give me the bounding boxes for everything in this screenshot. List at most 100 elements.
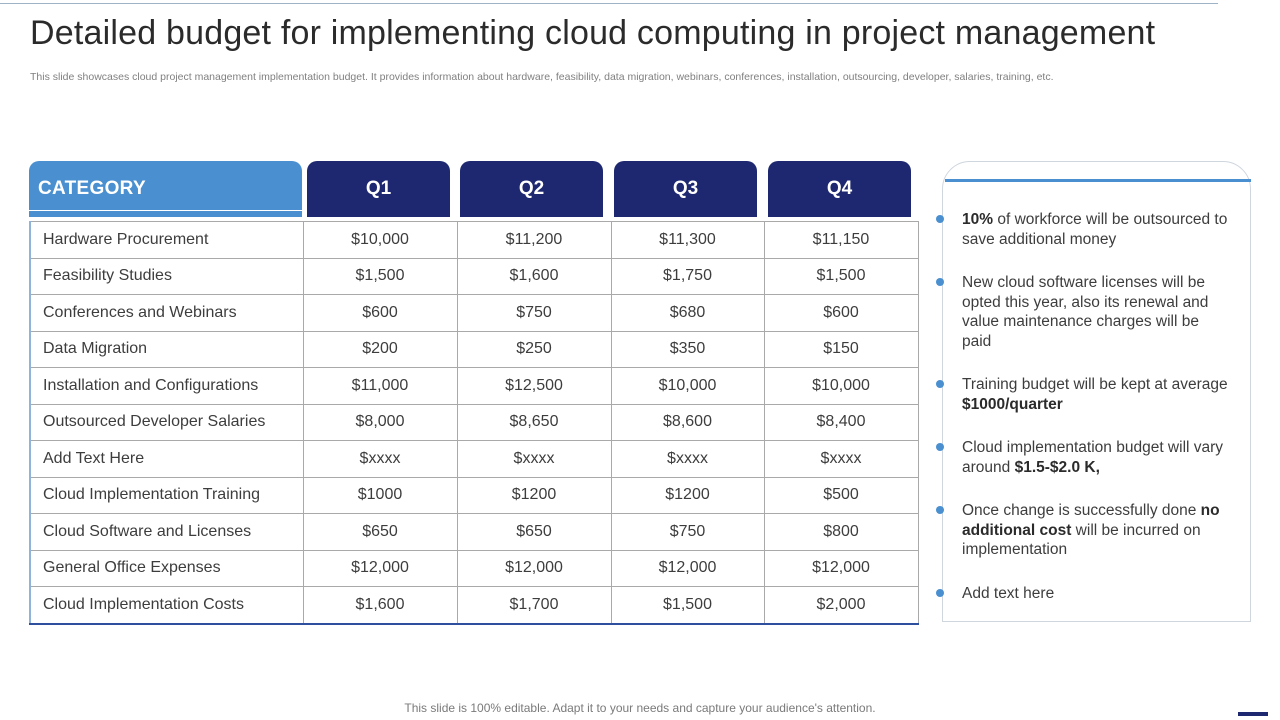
cell-q2: $xxxx bbox=[456, 440, 612, 478]
cell-q3: $xxxx bbox=[610, 440, 765, 478]
note-text-post: of workforce will be outsourced to save … bbox=[962, 211, 1228, 248]
cell-q1: $12,000 bbox=[302, 549, 458, 587]
cell-q3: $750 bbox=[610, 513, 765, 551]
corner-accent-bar bbox=[1238, 712, 1268, 716]
cell-q3: $1200 bbox=[610, 476, 765, 514]
notes-accent-bar bbox=[945, 179, 1251, 182]
note-item: 10% of workforce will be outsourced to s… bbox=[936, 210, 1232, 249]
note-item: New cloud software licenses will be opte… bbox=[936, 273, 1232, 351]
cell-q2: $1,600 bbox=[456, 257, 612, 295]
note-text-pre: Training budget will be kept at average bbox=[962, 376, 1228, 393]
note-item: Once change is successfully done no addi… bbox=[936, 501, 1232, 560]
cell-q4: $600 bbox=[763, 294, 919, 332]
cell-q2: $650 bbox=[456, 513, 612, 551]
notes-panel bbox=[942, 161, 1251, 622]
cell-q4: $10,000 bbox=[763, 367, 919, 405]
cell-q2: $1200 bbox=[456, 476, 612, 514]
bullet-dot-icon bbox=[936, 506, 944, 514]
cell-category: Data Migration bbox=[29, 330, 304, 368]
cell-q2: $1,700 bbox=[456, 586, 612, 624]
table-row: Cloud Implementation Training $1000 $1200 $… bbox=[29, 476, 919, 514]
cell-q1: $10,000 bbox=[302, 221, 458, 259]
cell-q1: $1000 bbox=[302, 476, 458, 514]
note-text-bold: no additional cost bbox=[962, 502, 1220, 539]
cell-q1: $8,000 bbox=[302, 403, 458, 441]
header-q1: Q1 bbox=[307, 161, 450, 217]
note-text-bold: $1000/quarter bbox=[962, 395, 1063, 413]
note-item: Cloud implementation budget will vary ar… bbox=[936, 438, 1232, 477]
table-row: Outsourced Developer Salaries $8,000 $8,65… bbox=[29, 403, 919, 441]
header-q4: Q4 bbox=[768, 161, 911, 217]
table-row: Data Migration $200 $250 $350 $150 bbox=[29, 330, 919, 368]
cell-q3: $11,300 bbox=[610, 221, 765, 259]
note-text-post: will be incurred on implementation bbox=[962, 521, 1201, 559]
table-row: Hardware Procurement $10,000 $11,200 $11,30… bbox=[29, 221, 919, 259]
table-row: Add Text Here $xxxx $xxxx $xxxx $xxxx bbox=[29, 440, 919, 478]
cell-q2: $750 bbox=[456, 294, 612, 332]
cell-q4: $xxxx bbox=[763, 440, 919, 478]
cell-q2: $12,500 bbox=[456, 367, 612, 405]
cell-q1: $650 bbox=[302, 513, 458, 551]
cell-category: Conferences and Webinars bbox=[29, 294, 304, 332]
cell-q4: $11,150 bbox=[763, 221, 919, 259]
table-row: Feasibility Studies $1,500 $1,600 $1,750 $1,… bbox=[29, 257, 919, 295]
cell-q3: $680 bbox=[610, 294, 765, 332]
cell-category: Add Text Here bbox=[29, 440, 304, 478]
cell-q3: $12,000 bbox=[610, 549, 765, 587]
table-row: Cloud Implementation Costs $1,600 $1,700 $1… bbox=[29, 586, 919, 624]
cell-q1: $xxxx bbox=[302, 440, 458, 478]
budget-table: Hardware Procurement $10,000 $11,200 $11,30… bbox=[29, 221, 919, 625]
table-row: Cloud Software and Licenses $650 $650 $750 $… bbox=[29, 513, 919, 551]
cell-q4: $800 bbox=[763, 513, 919, 551]
cell-category: Cloud Software and Licenses bbox=[29, 513, 304, 551]
bullet-dot-icon bbox=[936, 278, 944, 286]
cell-q4: $12,000 bbox=[763, 549, 919, 587]
cell-q1: $200 bbox=[302, 330, 458, 368]
page-subtitle: This slide showcases cloud project manag… bbox=[30, 71, 1054, 83]
cell-q2: $12,000 bbox=[456, 549, 612, 587]
note-item: Add text here bbox=[936, 584, 1232, 604]
cell-category: Hardware Procurement bbox=[29, 221, 304, 259]
cell-q3: $8,600 bbox=[610, 403, 765, 441]
page-title: Detailed budget for implementing cloud c… bbox=[30, 14, 1156, 52]
cell-q2: $250 bbox=[456, 330, 612, 368]
header-category: CATEGORY bbox=[29, 161, 302, 217]
cell-q3: $350 bbox=[610, 330, 765, 368]
cell-q4: $8,400 bbox=[763, 403, 919, 441]
bullet-dot-icon bbox=[936, 589, 944, 597]
cell-q2: $8,650 bbox=[456, 403, 612, 441]
cell-q4: $2,000 bbox=[763, 586, 919, 624]
note-item: Training budget will be kept at average … bbox=[936, 375, 1232, 414]
cell-q4: $500 bbox=[763, 476, 919, 514]
note-text-bold: $1.5-$2.0 K, bbox=[1014, 458, 1100, 476]
cell-q1: $11,000 bbox=[302, 367, 458, 405]
cell-q4: $1,500 bbox=[763, 257, 919, 295]
note-text-pre: New cloud software licenses will be opte… bbox=[962, 274, 1209, 350]
cell-q4: $150 bbox=[763, 330, 919, 368]
table-row: General Office Expenses $12,000 $12,000 $12… bbox=[29, 549, 919, 587]
cell-category: General Office Expenses bbox=[29, 549, 304, 587]
cell-q2: $11,200 bbox=[456, 221, 612, 259]
cell-q3: $1,500 bbox=[610, 586, 765, 624]
top-divider bbox=[0, 3, 1218, 4]
bullet-dot-icon bbox=[936, 443, 944, 451]
header-q3: Q3 bbox=[614, 161, 757, 217]
cell-q1: $1,600 bbox=[302, 586, 458, 624]
cell-q3: $10,000 bbox=[610, 367, 765, 405]
budget-table-body: Hardware Procurement $10,000 $11,200 $11,30… bbox=[29, 221, 919, 624]
cell-category: Cloud Implementation Costs bbox=[29, 586, 304, 624]
header-q2: Q2 bbox=[460, 161, 603, 217]
cell-category: Installation and Configurations bbox=[29, 367, 304, 405]
cell-q1: $1,500 bbox=[302, 257, 458, 295]
bullet-dot-icon bbox=[936, 215, 944, 223]
table-row: Conferences and Webinars $600 $750 $680 $600 bbox=[29, 294, 919, 332]
table-row: Installation and Configurations $11,000 $1… bbox=[29, 367, 919, 405]
footer-note: This slide is 100% editable. Adapt it to… bbox=[404, 701, 876, 715]
cell-q1: $600 bbox=[302, 294, 458, 332]
note-text-bold: 10% bbox=[962, 211, 994, 228]
cell-category: Feasibility Studies bbox=[29, 257, 304, 295]
bullet-dot-icon bbox=[936, 380, 944, 388]
cell-category: Outsourced Developer Salaries bbox=[29, 403, 304, 441]
cell-category: Cloud Implementation Training bbox=[29, 476, 304, 514]
note-text-pre: Cloud implementation budget will vary ar… bbox=[962, 439, 1224, 476]
